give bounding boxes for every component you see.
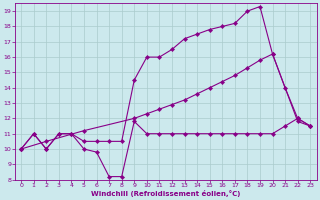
X-axis label: Windchill (Refroidissement éolien,°C): Windchill (Refroidissement éolien,°C) bbox=[91, 190, 240, 197]
